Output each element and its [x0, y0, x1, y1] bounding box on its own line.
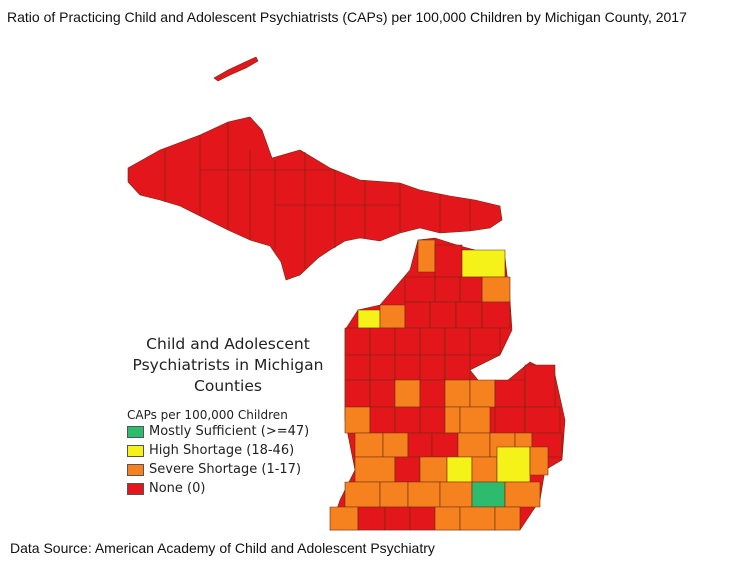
county	[407, 432, 433, 458]
county	[419, 456, 448, 483]
map-legend: Child and Adolescent Psychiatrists in Mi…	[118, 334, 338, 498]
county	[444, 354, 471, 381]
legend-label: None (0)	[149, 481, 206, 496]
county	[407, 481, 441, 508]
legend-label: Severe Shortage (1-17)	[149, 462, 302, 477]
county	[404, 276, 436, 303]
county	[481, 301, 511, 329]
county	[504, 481, 541, 508]
county	[379, 481, 409, 508]
county	[394, 379, 421, 408]
county	[344, 379, 371, 408]
county	[444, 406, 461, 434]
county	[469, 327, 501, 356]
county	[457, 432, 491, 458]
county	[354, 456, 396, 483]
county	[344, 354, 371, 381]
county	[529, 446, 549, 476]
county	[434, 276, 461, 303]
county	[394, 456, 421, 483]
county	[524, 406, 561, 434]
legend-item-none: None (0)	[127, 479, 338, 498]
county	[409, 506, 436, 531]
county	[494, 406, 526, 434]
county	[471, 481, 506, 508]
county	[419, 354, 446, 381]
legend-swatch-orange	[127, 463, 144, 476]
county	[461, 249, 506, 278]
county	[382, 432, 409, 458]
county	[419, 406, 446, 434]
county	[357, 506, 386, 531]
county	[524, 364, 556, 408]
legend-label: High Shortage (18-46)	[149, 443, 295, 458]
county	[494, 506, 521, 531]
county	[344, 481, 381, 508]
data-source: Data Source: American Academy of Child a…	[10, 540, 435, 556]
county	[404, 301, 431, 329]
legend-title-line: Psychiatrists in Michigan	[132, 356, 324, 374]
county	[394, 354, 421, 381]
county	[471, 456, 498, 483]
county	[354, 432, 384, 458]
county	[419, 379, 446, 408]
county	[444, 327, 471, 356]
county	[434, 506, 461, 531]
legend-subtitle: CAPs per 100,000 Children	[127, 408, 288, 422]
county	[455, 301, 483, 329]
county	[344, 327, 371, 356]
isle-royale	[213, 56, 259, 82]
county	[417, 239, 436, 273]
county	[419, 327, 446, 356]
county	[434, 244, 463, 278]
county	[379, 304, 406, 329]
county	[429, 301, 457, 329]
county	[369, 354, 396, 381]
legend-title-line: Child and Adolescent	[146, 335, 310, 353]
upper-peninsula	[127, 116, 503, 281]
legend-title-line: Counties	[194, 377, 262, 395]
county	[439, 481, 473, 508]
county	[459, 276, 483, 303]
county	[459, 506, 496, 531]
county	[329, 506, 359, 531]
county	[431, 432, 459, 458]
county	[344, 406, 371, 434]
county	[444, 379, 471, 408]
county	[357, 309, 381, 329]
county	[369, 406, 396, 434]
county	[369, 327, 396, 356]
county	[446, 456, 473, 483]
legend-item-mostly-sufficient: Mostly Sufficient (>=47)	[127, 422, 338, 441]
county	[496, 446, 531, 483]
county	[481, 276, 511, 303]
county	[394, 327, 421, 356]
legend-swatch-red	[127, 482, 144, 495]
county	[469, 379, 496, 408]
county	[494, 379, 526, 408]
county	[394, 406, 421, 434]
legend-swatch-green	[127, 425, 144, 438]
legend-item-high-shortage: High Shortage (18-46)	[127, 441, 338, 460]
legend-swatch-yellow	[127, 444, 144, 457]
county	[384, 506, 411, 531]
county	[459, 406, 491, 434]
legend-item-severe-shortage: Severe Shortage (1-17)	[127, 460, 338, 479]
map-title: Ratio of Practicing Child and Adolescent…	[7, 9, 687, 25]
legend-label: Mostly Sufficient (>=47)	[149, 424, 310, 439]
county	[369, 379, 396, 408]
